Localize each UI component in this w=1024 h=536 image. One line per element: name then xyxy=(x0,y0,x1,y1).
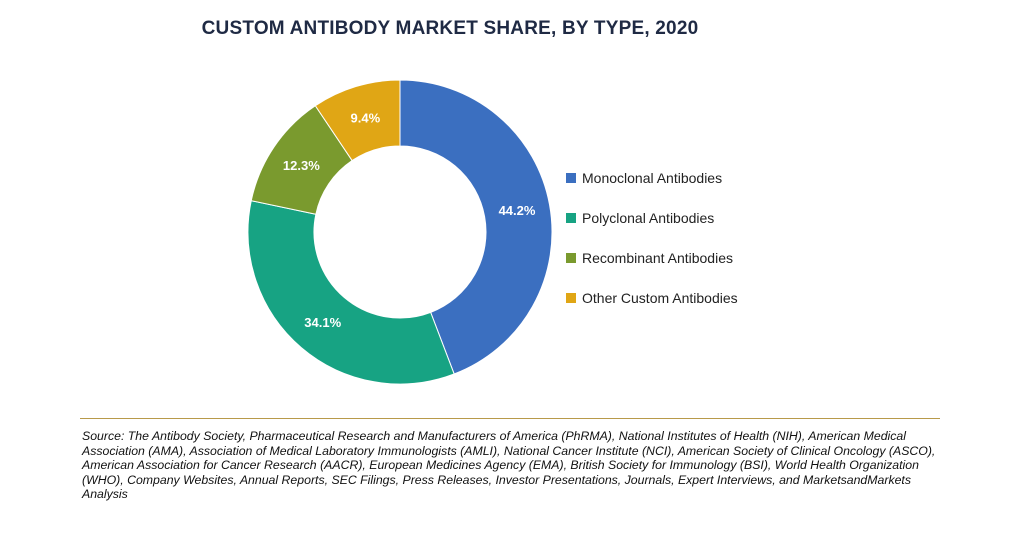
chart-title: CUSTOM ANTIBODY MARKET SHARE, BY TYPE, 2… xyxy=(201,18,699,39)
legend-item-recombinant: Recombinant Antibodies xyxy=(566,238,738,278)
legend-swatch xyxy=(566,253,576,263)
source-note: Source: The Antibody Society, Pharmaceut… xyxy=(82,429,936,501)
legend-label: Recombinant Antibodies xyxy=(582,250,733,266)
legend-swatch xyxy=(566,293,576,303)
data-label-recombinant: 12.3% xyxy=(283,158,320,173)
legend-item-monoclonal: Monoclonal Antibodies xyxy=(566,158,738,198)
slice-other xyxy=(314,79,401,162)
legend-label: Other Custom Antibodies xyxy=(582,290,738,306)
donut-chart: 44.2% 34.1% 12.3% 9.4% xyxy=(247,79,553,385)
legend-item-other: Other Custom Antibodies xyxy=(566,278,738,318)
legend-swatch xyxy=(566,173,576,183)
data-label-monoclonal: 44.2% xyxy=(499,203,536,218)
slice-polyclonal xyxy=(247,200,455,385)
legend-label: Monoclonal Antibodies xyxy=(582,170,723,186)
data-label-other: 9.4% xyxy=(351,111,381,126)
legend: Monoclonal Antibodies Polyclonal Antibod… xyxy=(566,158,738,318)
slice-monoclonal xyxy=(399,79,553,375)
footer-divider xyxy=(80,418,940,419)
data-label-polyclonal: 34.1% xyxy=(304,315,341,330)
legend-swatch xyxy=(566,213,576,223)
legend-item-polyclonal: Polyclonal Antibodies xyxy=(566,198,738,238)
legend-label: Polyclonal Antibodies xyxy=(582,210,715,226)
